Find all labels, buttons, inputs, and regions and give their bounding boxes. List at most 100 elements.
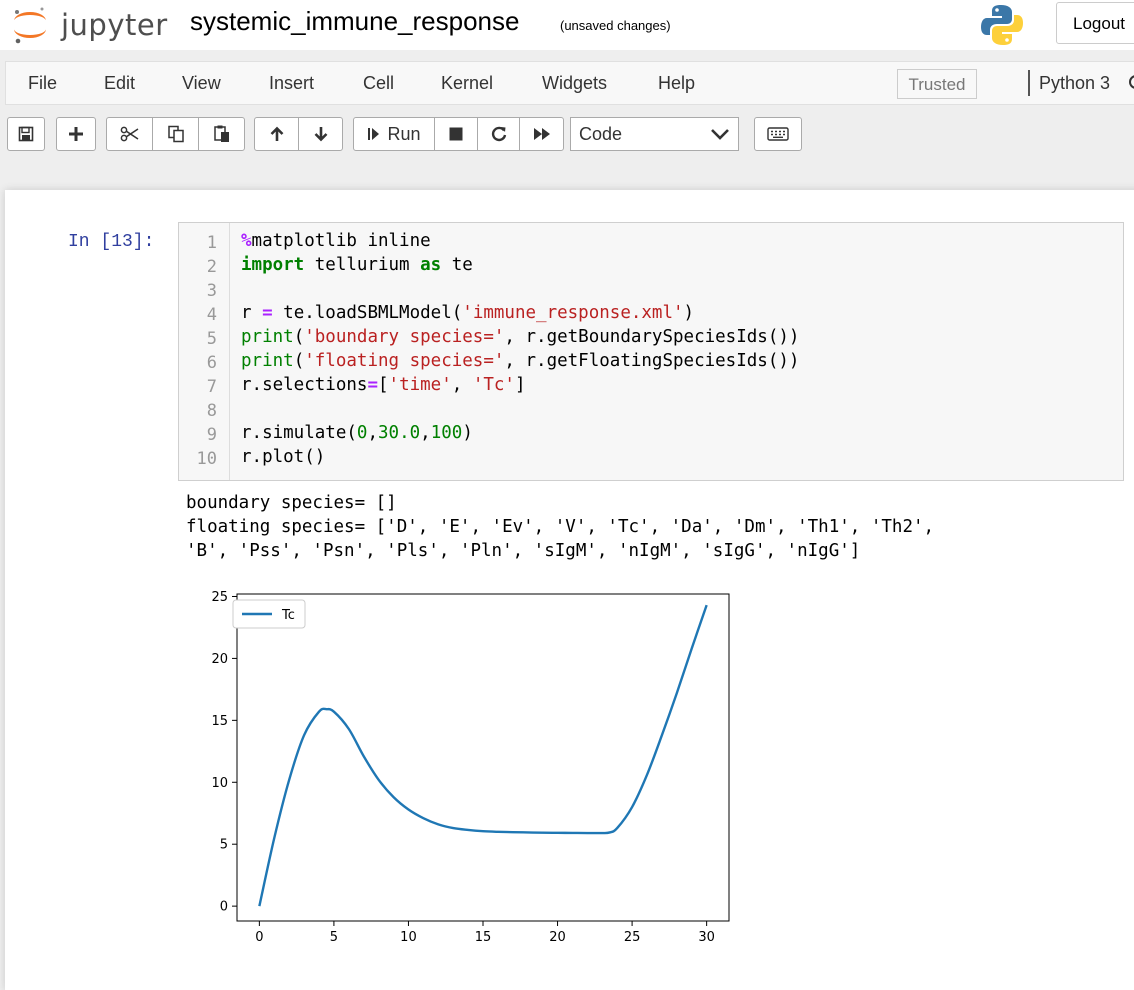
plot-axes-frame [236,593,730,922]
menubar: File Edit View Insert Cell Kernel Widget… [5,61,1134,105]
menu-file[interactable]: File [28,73,58,93]
copy-icon [167,125,184,143]
code-token: % [241,231,252,251]
code-token: r.simulate( [241,423,357,443]
restart-button[interactable] [477,117,520,151]
paste-button[interactable] [198,117,245,151]
line-number: 10 [196,449,217,469]
y-axis: 0 5 10 15 20 25 [211,590,237,915]
line-number: 7 [206,377,217,397]
code-token: as [420,255,442,275]
output-text: floating species= ['D', 'E', 'Ev', 'V', … [186,517,935,537]
code-token: , [367,423,378,443]
code-token: r [241,303,263,323]
y-tick-label: 10 [211,776,228,791]
copy-button[interactable] [152,117,199,151]
move-up-button[interactable] [254,117,299,151]
python-logo-icon [981,5,1023,45]
code-token: print [241,351,294,371]
code-token: 'time' [388,375,452,395]
save-button[interactable] [7,117,45,151]
notebook-title[interactable]: systemic_immune_response [190,6,520,36]
menu-view[interactable]: View [182,73,221,93]
code-editor[interactable]: 1 2 3 4 5 6 7 8 9 10 %matplotlib inline i… [178,222,1124,481]
code-token: , r.getFloatingSpeciesIds()) [504,351,800,371]
x-tick-label: 5 [330,930,338,945]
y-tick-label: 15 [211,714,228,729]
line-number: 8 [206,401,217,421]
code-line: r = te.loadSBMLModel('immune_response.xm… [241,303,694,323]
toolbar: Run Code [0,112,1134,156]
step-forward-icon [368,128,380,140]
code-line: %matplotlib inline [241,231,431,251]
logo-text: jupyter [61,8,168,42]
command-palette-button[interactable] [754,117,802,151]
code-token: tellurium [304,255,421,275]
code-line: import tellurium as te [241,255,473,275]
code-token: , [451,375,473,395]
line-number: 2 [206,257,217,277]
line-number: 4 [206,305,217,325]
save-icon [18,126,34,142]
menu-help[interactable]: Help [658,73,696,93]
legend: Tc [232,599,306,629]
code-line: r.plot() [241,447,325,467]
menu-cell[interactable]: Cell [363,73,395,93]
trusted-indicator[interactable]: Trusted [897,69,977,99]
code-token: 'Tc' [472,375,515,395]
output-text: 'B', 'Pss', 'Psn', 'Pls', 'Pln', 'sIgM',… [186,541,861,561]
input-prompt: In [13]: [68,232,155,252]
series-line-tc [258,604,708,907]
code-token: ] [514,375,526,395]
fast-forward-icon [533,128,550,140]
x-tick-label: 15 [475,930,492,945]
cell-type-select[interactable]: Code [570,117,739,151]
code-token: [ [377,375,389,395]
code-token: = [367,375,378,395]
output-text: boundary species= [] [186,493,397,513]
code-token: 'boundary species=' [304,327,505,347]
code-token: = [262,303,273,323]
line-number: 1 [206,233,217,253]
line-number-gutter: 1 2 3 4 5 6 7 8 9 10 [179,223,230,480]
y-tick-label: 5 [220,838,228,853]
code-token: ) [462,423,473,443]
code-line: print('boundary species=', r.getBoundary… [241,327,799,347]
arrow-down-icon [314,127,327,142]
code-token: te [441,255,473,275]
menu-kernel[interactable]: Kernel [441,73,494,93]
code-token: ( [293,327,305,347]
line-number: 9 [206,425,217,445]
kernel-name[interactable]: Python 3 [1039,73,1111,93]
run-button[interactable]: Run [353,117,435,151]
paste-icon [213,125,229,142]
code-token: 0 [356,423,368,443]
save-status: (unsaved changes) [560,18,671,33]
menu-widgets[interactable]: Widgets [542,73,608,93]
code-token: r.selections [241,375,368,395]
jupyter-orbit-icon [14,7,46,44]
code-line: r.simulate(0,30.0,100) [241,423,473,443]
cut-icon [120,126,138,142]
line-number: 6 [206,353,217,373]
cut-button[interactable] [106,117,153,151]
kernel-separator [1028,70,1030,96]
restart-icon [491,126,506,142]
jupyter-logo[interactable]: jupyter [8,3,188,47]
menu-edit[interactable]: Edit [104,73,136,93]
interrupt-button[interactable] [434,117,478,151]
code-token: 100 [430,423,463,443]
x-tick-label: 0 [255,930,263,945]
logout-button[interactable]: Logout [1056,2,1134,44]
menu-insert[interactable]: Insert [269,73,315,93]
restart-run-all-button[interactable] [519,117,564,151]
code-token: , [420,423,431,443]
x-tick-label: 20 [549,930,566,945]
code-token: r.plot() [241,447,326,467]
code-token: 'immune_response.xml' [462,303,684,323]
stop-icon [449,127,463,141]
insert-cell-button[interactable] [56,117,96,151]
move-down-button[interactable] [298,117,343,151]
kernel-status-icon [1129,75,1134,89]
keyboard-icon [767,127,789,141]
